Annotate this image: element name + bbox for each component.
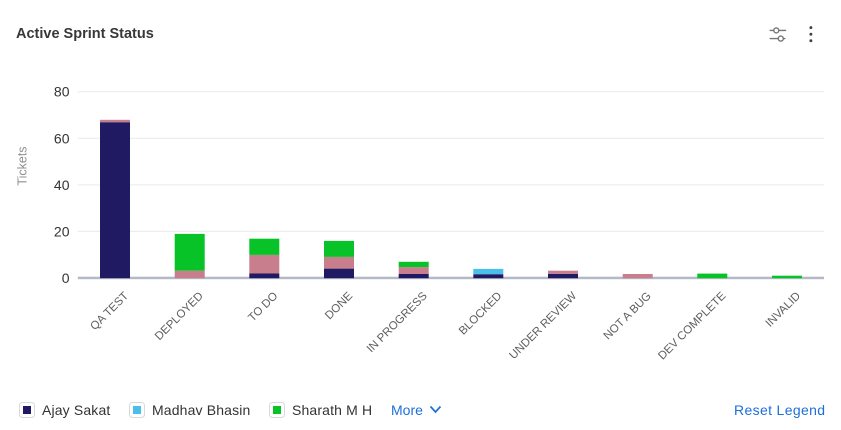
svg-text:IN PROGRESS: IN PROGRESS	[365, 290, 430, 355]
svg-text:QA TEST: QA TEST	[88, 290, 131, 333]
svg-text:Tickets: Tickets	[16, 146, 30, 185]
svg-text:NOT A BUG: NOT A BUG	[602, 290, 654, 342]
svg-text:40: 40	[54, 177, 70, 193]
svg-text:TO DO: TO DO	[246, 290, 280, 324]
svg-text:INVALID: INVALID	[764, 290, 804, 330]
svg-text:0: 0	[62, 270, 70, 286]
svg-text:80: 80	[54, 84, 70, 100]
svg-text:20: 20	[54, 223, 70, 239]
svg-text:DONE: DONE	[323, 290, 355, 322]
svg-text:DEPLOYED: DEPLOYED	[153, 290, 206, 343]
svg-text:UNDER REVIEW: UNDER REVIEW	[507, 290, 579, 362]
svg-text:DEV COMPLETE: DEV COMPLETE	[656, 290, 728, 362]
svg-text:60: 60	[54, 130, 70, 146]
svg-text:BLOCKED: BLOCKED	[457, 290, 504, 337]
